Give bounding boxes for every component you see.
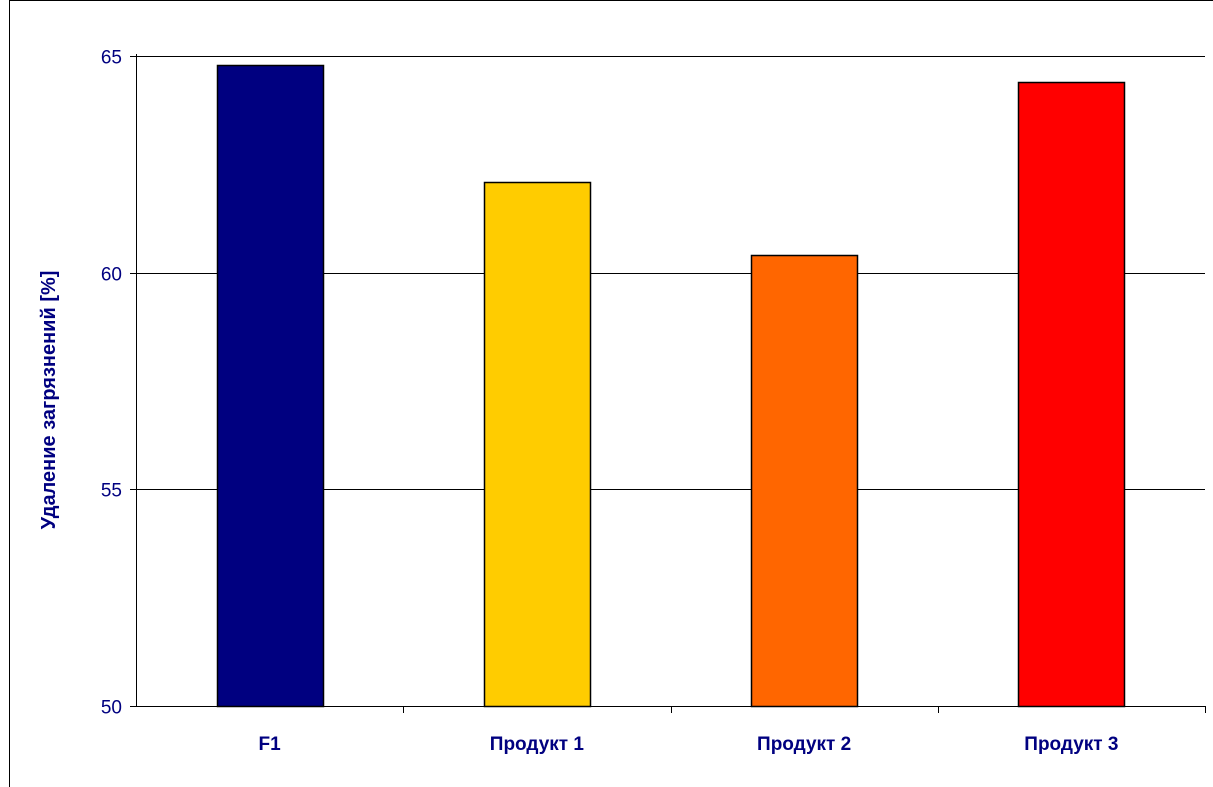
- x-tick-label: F1: [259, 734, 282, 755]
- bar: [750, 254, 859, 708]
- bar: [1017, 81, 1126, 708]
- bar: [483, 181, 592, 708]
- y-tick-label: 55: [101, 481, 122, 502]
- y-tick-label: 65: [101, 48, 122, 69]
- x-tick-label: Продукт 2: [757, 734, 851, 755]
- bars: [216, 64, 1126, 708]
- y-tick-label: 60: [101, 265, 122, 286]
- y-tick-label: 50: [101, 698, 122, 719]
- x-tick-label: Продукт 3: [1024, 734, 1118, 755]
- x-tick-label: Продукт 1: [490, 734, 585, 755]
- tick-labels: 50 55 60 65 F1 Продукт 1 Продукт 2 Продукт 3: [101, 48, 1119, 756]
- bar: [216, 64, 325, 708]
- axes: [130, 54, 1206, 713]
- y-axis-title: Удаление загрязнений [%]: [38, 271, 60, 530]
